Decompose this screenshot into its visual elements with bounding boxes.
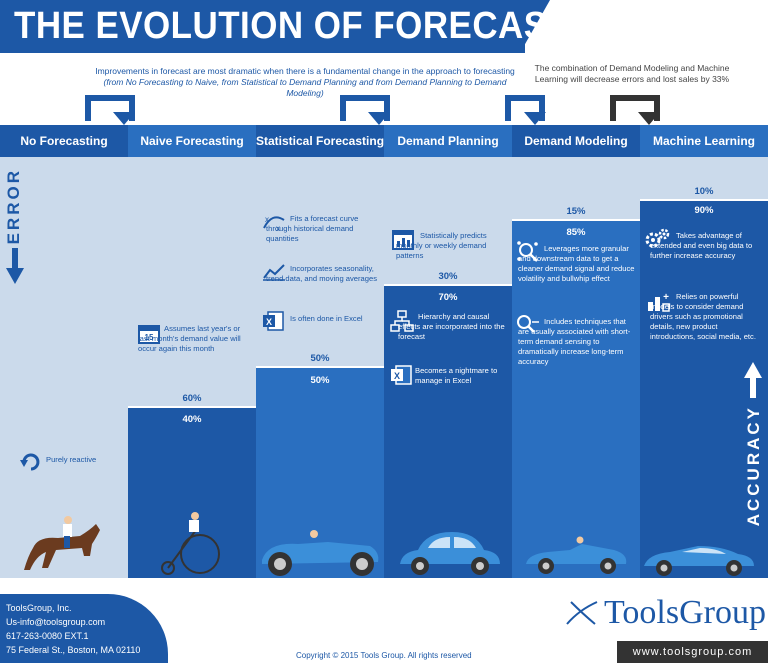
page-title: THE EVOLUTION OF FORECASTING (14, 5, 633, 47)
magnifier-icon (517, 315, 539, 333)
demand-planning-error-pct: 30% (438, 271, 458, 282)
title-banner-tail (520, 0, 550, 53)
column-demand-planning-error (384, 157, 512, 286)
column-machine-learning-error (640, 157, 768, 201)
accuracy-label: ACCURACY (744, 405, 763, 527)
convertible-car-illustration (526, 536, 627, 574)
naive-accuracy-pct: 40% (182, 414, 202, 425)
divider-demand-planning (384, 284, 512, 286)
step-arrow-machine-learning (610, 95, 660, 121)
hierarchy-icon (390, 310, 414, 332)
demand-planning-accuracy-pct: 70% (438, 292, 458, 303)
step-arrow-demand-planning-head (368, 112, 390, 125)
statistical-accuracy-pct: 50% (310, 375, 330, 386)
footer-email[interactable]: Us-info@toolsgroup.com (6, 617, 106, 627)
step-arrow-machine-learning-head (638, 112, 660, 125)
intro-line-1: Improvements in forecast are most dramat… (95, 66, 515, 76)
svg-text:+: + (663, 292, 669, 303)
machine-learning-note-1: Takes advantage of extended and even big… (650, 231, 753, 260)
intro-text: Improvements in forecast are most dramat… (85, 66, 525, 99)
curve-fit-icon: x x (263, 215, 285, 232)
error-label: ERROR (4, 168, 23, 245)
gears-icon (645, 228, 670, 248)
statistical-note-3: Is often done in Excel (290, 314, 363, 323)
demand-planning-note-1: Statistically predicts monthly or weekly… (396, 231, 487, 260)
column-naive-accuracy (128, 408, 256, 578)
excel-icon: X (263, 311, 284, 331)
stage-header-naive: Naive Forecasting (128, 125, 256, 157)
step-arrow-demand-planning (340, 95, 390, 121)
column-demand-planning-accuracy (384, 286, 512, 578)
error-down-arrow-icon (6, 248, 24, 284)
excel-icon: X (391, 365, 412, 385)
accuracy-up-arrow-icon (744, 362, 762, 398)
footer-phone: 617-263-0080 EXT.1 (6, 631, 89, 641)
footer-contact-panel (0, 594, 168, 663)
demand-modeling-note-2: Includes techniques that are usually ass… (518, 317, 631, 366)
stage-header-no-forecasting: No Forecasting (0, 125, 128, 157)
column-naive-error (128, 157, 256, 408)
website-link[interactable]: www.toolsgroup.com (617, 641, 768, 663)
divider-machine-learning (640, 199, 768, 201)
no-forecasting-note: Purely reactive (46, 455, 97, 464)
penny-farthing-illustration (161, 512, 220, 575)
demand-planning-note-3: Becomes a nightmare to manage in Excel (415, 366, 498, 385)
footer-company: ToolsGroup, Inc. (6, 603, 72, 613)
machine-learning-accuracy-pct: 90% (694, 205, 714, 216)
svg-text:X: X (266, 317, 272, 327)
beetle-car-illustration (400, 532, 500, 575)
stage-header-demand-modeling: Demand Modeling (512, 125, 640, 157)
calendar-chart-icon (392, 230, 414, 250)
demand-planning-note-2: Hierarchy and causal effects are incorpo… (398, 312, 505, 341)
step-arrow-demand-modeling-head (524, 112, 546, 125)
statistical-note-1: Fits a forecast curve through historical… (266, 214, 359, 243)
column-demand-modeling-accuracy (512, 221, 640, 578)
svg-text:X: X (394, 371, 400, 381)
stage-header-statistical: Statistical Forecasting (256, 125, 384, 157)
copyright: Copyright © 2015 Tools Group. All rights… (296, 651, 472, 660)
step-arrow-naive (85, 95, 135, 121)
toolsgroup-logo-mark (566, 601, 598, 625)
machine-learning-note-2: Relies on powerful models to consider de… (650, 292, 756, 341)
calendar-icon: 15 (138, 325, 160, 344)
trend-chart-icon (263, 264, 285, 281)
vintage-car-illustration (262, 530, 379, 576)
column-machine-learning-accuracy (640, 201, 768, 578)
horse-rider-illustration (24, 516, 100, 570)
svg-text:15: 15 (145, 333, 154, 342)
toolsgroup-logo: ToolsGroup (604, 594, 766, 631)
footer-address: 75 Federal St., Boston, MA 02110 (6, 645, 141, 655)
svg-text:x: x (276, 224, 280, 232)
divider-demand-modeling (512, 219, 640, 221)
statistical-error-pct: 50% (310, 353, 330, 364)
intro-line-2: (from No Forecasting to Naive, from Stat… (103, 77, 507, 98)
naive-note: Assumes last year's or last month's dema… (138, 324, 241, 353)
demand-modeling-error-pct: 15% (566, 206, 586, 217)
column-no-forecasting (0, 157, 128, 578)
title-banner (0, 0, 525, 53)
stage-header-machine-learning: Machine Learning (640, 125, 768, 157)
combo-note: The combination of Demand Modeling and M… (534, 63, 730, 84)
network-search-icon (517, 241, 538, 262)
stage-header-demand-planning: Demand Planning (384, 125, 512, 157)
model-drivers-icon: + (648, 292, 670, 312)
svg-text:x: x (265, 215, 269, 224)
column-demand-modeling-error (512, 157, 640, 221)
statistical-note-2: Incorporates seasonality, trend data, an… (266, 264, 378, 283)
circular-arrow-icon (20, 453, 40, 471)
demand-modeling-note-1: Leverages more granular and downstream d… (518, 244, 635, 283)
demand-modeling-accuracy-pct: 85% (566, 227, 586, 238)
sports-car-illustration (644, 546, 754, 576)
column-statistical-error (256, 157, 384, 368)
divider-naive (128, 406, 256, 408)
step-arrow-naive-head (113, 112, 135, 125)
naive-error-pct: 60% (182, 393, 202, 404)
divider-statistical (256, 366, 384, 368)
machine-learning-error-pct: 10% (694, 186, 714, 197)
step-arrow-demand-modeling (505, 95, 545, 121)
